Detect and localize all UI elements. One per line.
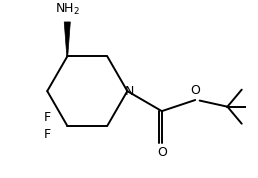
Text: O: O	[190, 84, 200, 97]
Text: NH$_2$: NH$_2$	[55, 2, 80, 17]
Text: F: F	[43, 128, 51, 141]
Text: O: O	[157, 146, 167, 159]
Text: F: F	[43, 111, 51, 124]
Polygon shape	[64, 22, 70, 56]
Text: N: N	[125, 85, 134, 98]
